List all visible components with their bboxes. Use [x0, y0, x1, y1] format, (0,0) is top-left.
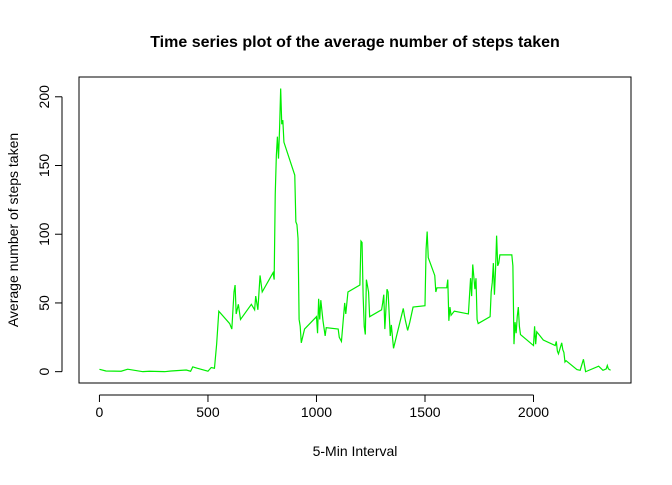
- x-tick-label: 500: [196, 404, 220, 420]
- x-tick-label: 2000: [518, 404, 549, 420]
- x-axis-label: 5-Min Interval: [313, 443, 398, 459]
- x-tick-label: 1500: [409, 404, 440, 420]
- y-tick-label: 0: [36, 368, 52, 376]
- x-tick-label: 0: [96, 404, 104, 420]
- data-line: [99, 88, 611, 373]
- plot-box: [78, 76, 632, 384]
- y-tick-label: 50: [36, 295, 52, 311]
- y-axis-label: Average number of steps taken: [5, 133, 21, 327]
- x-tick-label: 1000: [301, 404, 332, 420]
- y-tick-label: 150: [36, 154, 52, 178]
- y-tick-label: 100: [36, 222, 52, 246]
- chart-title: Time series plot of the average number o…: [150, 34, 560, 51]
- y-tick-label: 200: [36, 85, 52, 109]
